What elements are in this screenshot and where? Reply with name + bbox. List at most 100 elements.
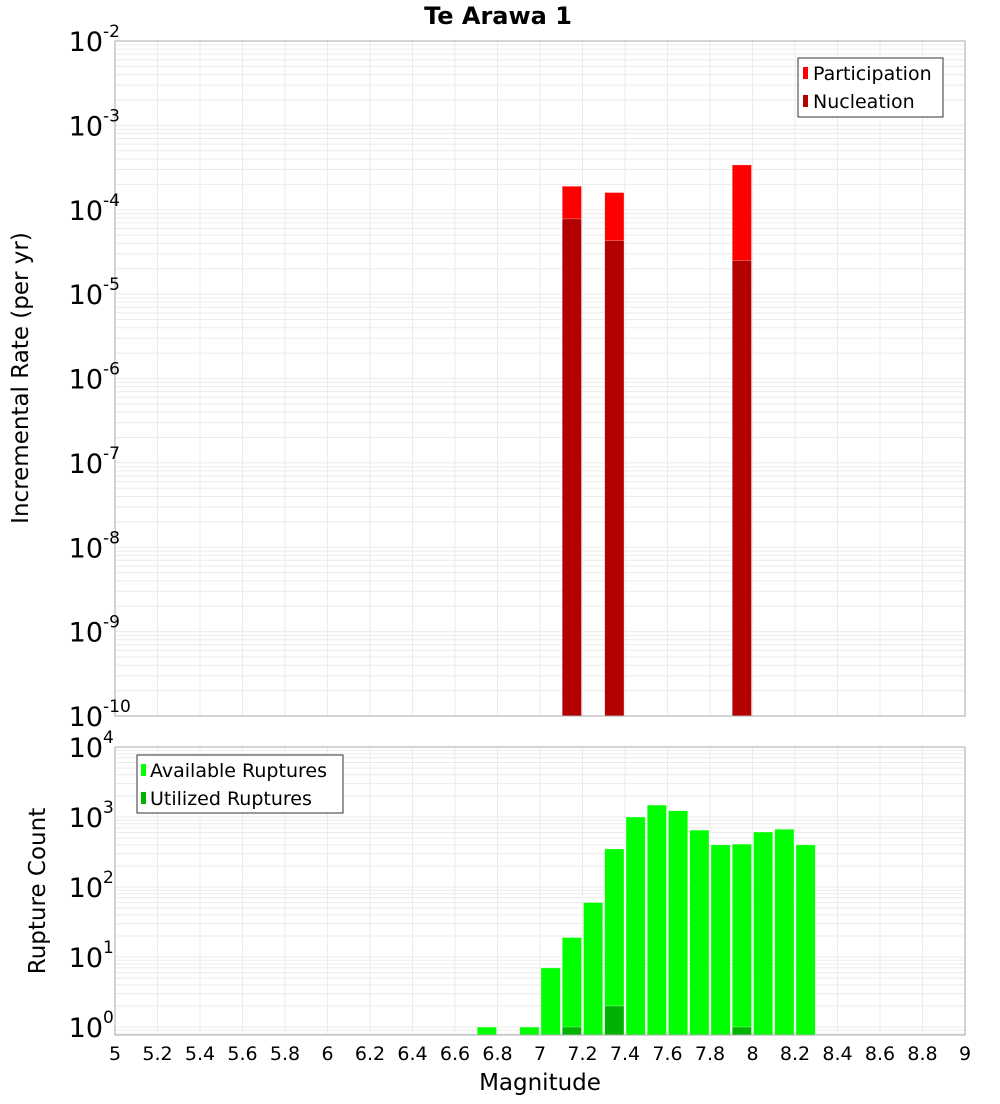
y-tick-label: 10 -10: [69, 697, 131, 733]
rate-plot-bars: [561, 164, 752, 717]
available-ruptures-bar: [668, 810, 689, 1036]
x-tick-label: 6.8: [482, 1043, 512, 1065]
available-ruptures-bar: [519, 1026, 540, 1036]
x-tick-label: 8.2: [780, 1043, 810, 1065]
x-tick-label: 8.6: [865, 1043, 895, 1065]
available-ruptures-bar: [710, 844, 731, 1036]
y-tick-exponent: -6: [103, 360, 120, 380]
available-ruptures-bar: [795, 844, 816, 1036]
x-tick-label: 8.8: [907, 1043, 937, 1065]
y-tick-exponent: -4: [103, 191, 120, 211]
y-tick-base: 10: [69, 1013, 103, 1044]
x-axis-ticks: 5 5.2 5.4 5.6 5.8 6 6.2 6.4 6.6 6.8 7 7.2 7.4 7.6 7.8 8…: [109, 1043, 971, 1065]
utilized-ruptures-bar: [604, 1005, 625, 1036]
y-tick-base: 10: [69, 702, 103, 733]
x-tick-label: 7.6: [652, 1043, 682, 1065]
y-tick-base: 10: [69, 27, 103, 58]
x-tick-label: 6: [321, 1043, 333, 1065]
rate-legend: Participation Nucleation: [797, 57, 944, 118]
chart-title: Te Arawa 1: [424, 2, 572, 30]
x-tick-label: 5: [109, 1043, 121, 1065]
y-tick-exponent: 4: [103, 728, 114, 748]
x-tick-label: 5.8: [270, 1043, 300, 1065]
x-tick-label: 5.2: [142, 1043, 172, 1065]
x-tick-label: 7.2: [567, 1043, 597, 1065]
y-tick-label: 10 -5: [69, 275, 120, 311]
y-tick-label: 10 -8: [69, 528, 120, 564]
utilized-swatch-icon: [141, 792, 146, 804]
rate-plot: 10-210-310-410-510-610-710-810-910-10 In…: [8, 22, 966, 733]
y-tick-label: 10 -6: [69, 360, 120, 396]
participation-swatch-icon: [803, 67, 808, 79]
utilized-ruptures-bar: [731, 1026, 752, 1036]
y-tick-base: 10: [69, 533, 103, 564]
y-tick-base: 10: [69, 943, 103, 974]
rate-y-axis-label: Incremental Rate (per yr): [8, 232, 34, 524]
x-tick-label: 5.6: [227, 1043, 257, 1065]
rupture-y-axis-label: Rupture Count: [25, 808, 51, 974]
y-tick-base: 10: [69, 803, 103, 834]
y-tick-label: 10 1: [69, 938, 114, 974]
x-axis-label: Magnitude: [479, 1070, 601, 1096]
available-ruptures-bar: [646, 804, 667, 1036]
rate-plot-gridlines: [114, 41, 966, 717]
rupture-plot-frame: [114, 746, 966, 1036]
y-tick-label: 10 0: [69, 1008, 114, 1044]
legend-nucleation: Nucleation: [813, 91, 915, 113]
y-tick-label: 10 -7: [69, 444, 120, 480]
y-tick-exponent: 2: [103, 868, 114, 888]
y-tick-exponent: -5: [103, 275, 120, 295]
y-tick-base: 10: [69, 618, 103, 649]
rate-legend-box: [797, 57, 944, 118]
x-tick-label: 6.2: [355, 1043, 385, 1065]
y-tick-exponent: -8: [103, 528, 120, 548]
y-tick-base: 10: [69, 873, 103, 904]
y-tick-base: 10: [69, 280, 103, 311]
available-ruptures-bar: [731, 843, 752, 1036]
y-tick-exponent: -7: [103, 444, 120, 464]
x-tick-label: 5.4: [185, 1043, 215, 1065]
x-tick-label: 8.4: [822, 1043, 852, 1065]
x-tick-label: 7.8: [695, 1043, 725, 1065]
legend-utilized-ruptures: Utilized Ruptures: [150, 788, 312, 810]
legend-available-ruptures: Available Ruptures: [150, 760, 327, 782]
y-tick-label: 10 2: [69, 868, 114, 904]
available-ruptures-bar: [540, 967, 561, 1036]
nucleation-swatch-icon: [803, 95, 808, 107]
y-tick-label: 10 -3: [69, 106, 120, 142]
y-tick-exponent: -10: [103, 697, 131, 717]
y-tick-label: 10 -4: [69, 191, 120, 227]
y-tick-exponent: -9: [103, 613, 120, 633]
available-ruptures-bar: [583, 902, 604, 1036]
nucleation-bar: [731, 260, 752, 717]
available-ruptures-bar: [774, 828, 795, 1036]
y-tick-base: 10: [69, 449, 103, 480]
available-ruptures-bar: [476, 1026, 497, 1036]
y-tick-base: 10: [69, 196, 103, 227]
x-tick-label: 6.4: [397, 1043, 427, 1065]
rate-y-axis-ticks: 10-210-310-410-510-610-710-810-910-10: [69, 22, 131, 733]
y-tick-label: 10 3: [69, 798, 114, 834]
available-ruptures-bar: [689, 829, 710, 1036]
nucleation-bar: [561, 218, 582, 717]
rupture-legend-box: [136, 754, 344, 814]
x-tick-label: 7.4: [610, 1043, 640, 1065]
y-tick-exponent: 3: [103, 798, 114, 818]
utilized-ruptures-bar: [561, 1026, 582, 1036]
y-tick-label: 10 -9: [69, 613, 120, 649]
rupture-plot-gridlines: [114, 747, 966, 1035]
x-tick-label: 7: [534, 1043, 546, 1065]
rupture-legend: Available Ruptures Utilized Ruptures: [136, 754, 344, 814]
rate-plot-frame: [114, 40, 966, 717]
y-tick-label: 10 4: [69, 728, 114, 764]
y-tick-base: 10: [69, 365, 103, 396]
available-ruptures-bar: [561, 937, 582, 1036]
y-tick-exponent: -3: [103, 106, 120, 126]
available-swatch-icon: [141, 764, 146, 776]
legend-participation: Participation: [813, 63, 932, 85]
y-tick-exponent: -2: [103, 22, 120, 42]
